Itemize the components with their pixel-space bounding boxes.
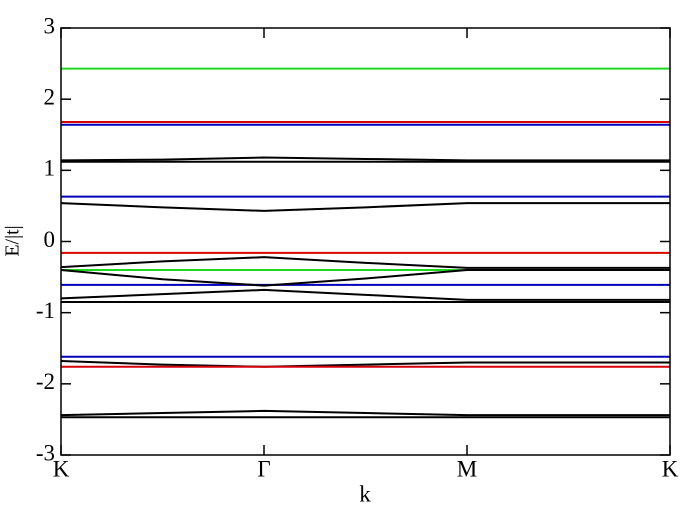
- plot-frame: [60, 27, 671, 456]
- x-tick-label: K: [53, 456, 70, 481]
- x-tick-label: M: [457, 456, 477, 481]
- band-line: [60, 409, 670, 417]
- y-tick-label: 1: [44, 156, 56, 181]
- x-axis-label: k: [359, 481, 371, 506]
- y-tick-label: 3: [44, 13, 56, 38]
- y-tick-label: -2: [36, 369, 55, 394]
- x-tick-label: K: [662, 456, 679, 481]
- y-tick-label: -1: [36, 298, 55, 323]
- band-line: [60, 268, 670, 287]
- band-line: [60, 360, 670, 368]
- x-tick-label: Γ: [257, 456, 270, 481]
- y-tick-label: 2: [44, 84, 56, 109]
- y-tick-label: 0: [44, 227, 56, 252]
- band-line: [60, 288, 670, 301]
- y-axis-label: E/|t|: [2, 225, 24, 256]
- band-line: [60, 256, 670, 269]
- y-tick-label: -3: [36, 440, 55, 465]
- band-line: [60, 156, 670, 162]
- band-line: [60, 202, 670, 212]
